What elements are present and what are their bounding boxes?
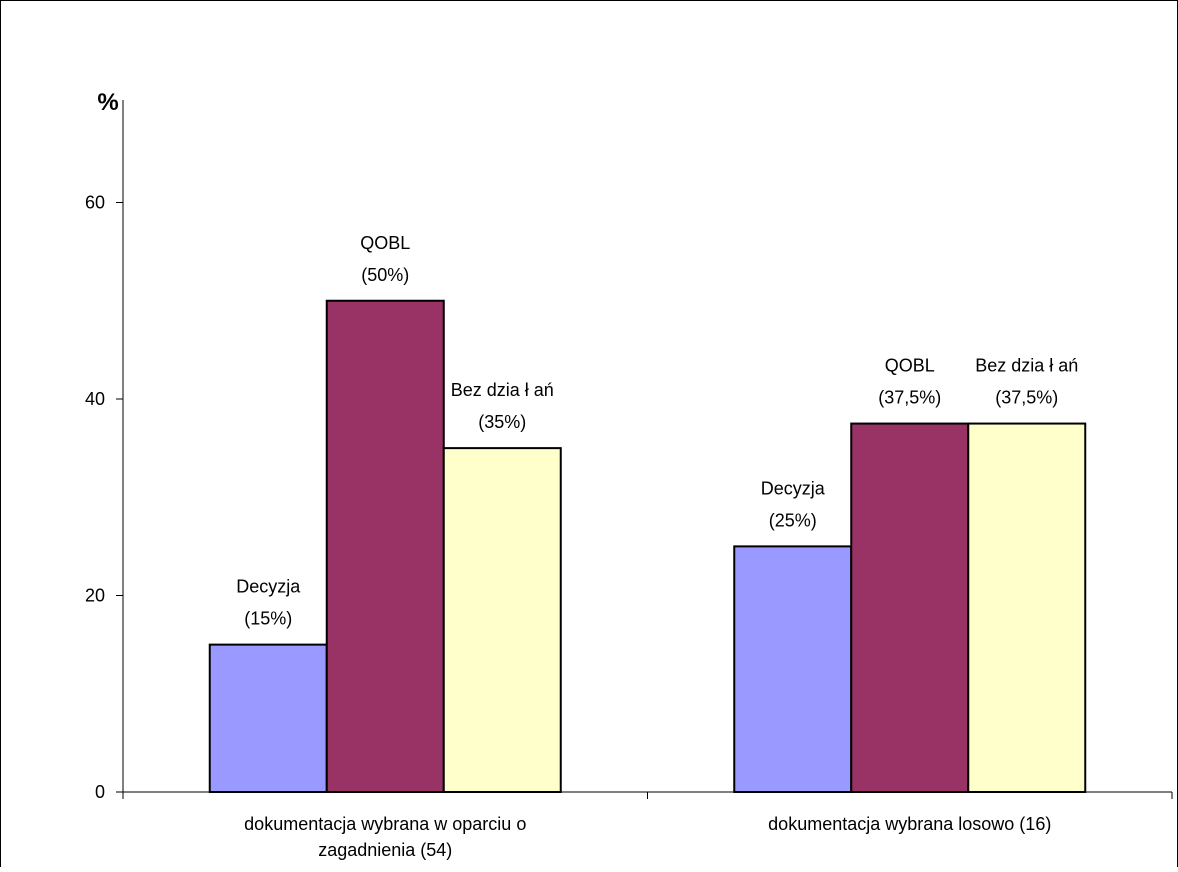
x-category-label: dokumentacja wybrana w oparciu o zagadnie… [244,814,526,860]
data-label: Bez dzia ł ań (35%) [451,380,554,432]
bar [733,545,853,793]
data-label: Decyzja (25%) [761,478,826,530]
bar [967,422,1087,793]
y-tick-label: 0 [95,782,105,802]
data-label: QOBL (37,5%) [878,356,941,408]
y-tick-label: 60 [85,193,105,213]
y-tick-label: 40 [85,389,105,409]
bar [442,447,562,793]
y-axis-label: % [97,89,118,116]
x-category-label: dokumentacja wybrana losowo (16) [768,814,1051,834]
y-tick-label: 20 [85,586,105,606]
data-label: Bez dzia ł ań (37,5%) [975,356,1078,408]
bar [325,299,445,793]
data-label: QOBL (50%) [360,233,410,285]
bar [208,643,328,793]
data-label: Decyzja (15%) [236,577,301,629]
bar [850,422,970,793]
